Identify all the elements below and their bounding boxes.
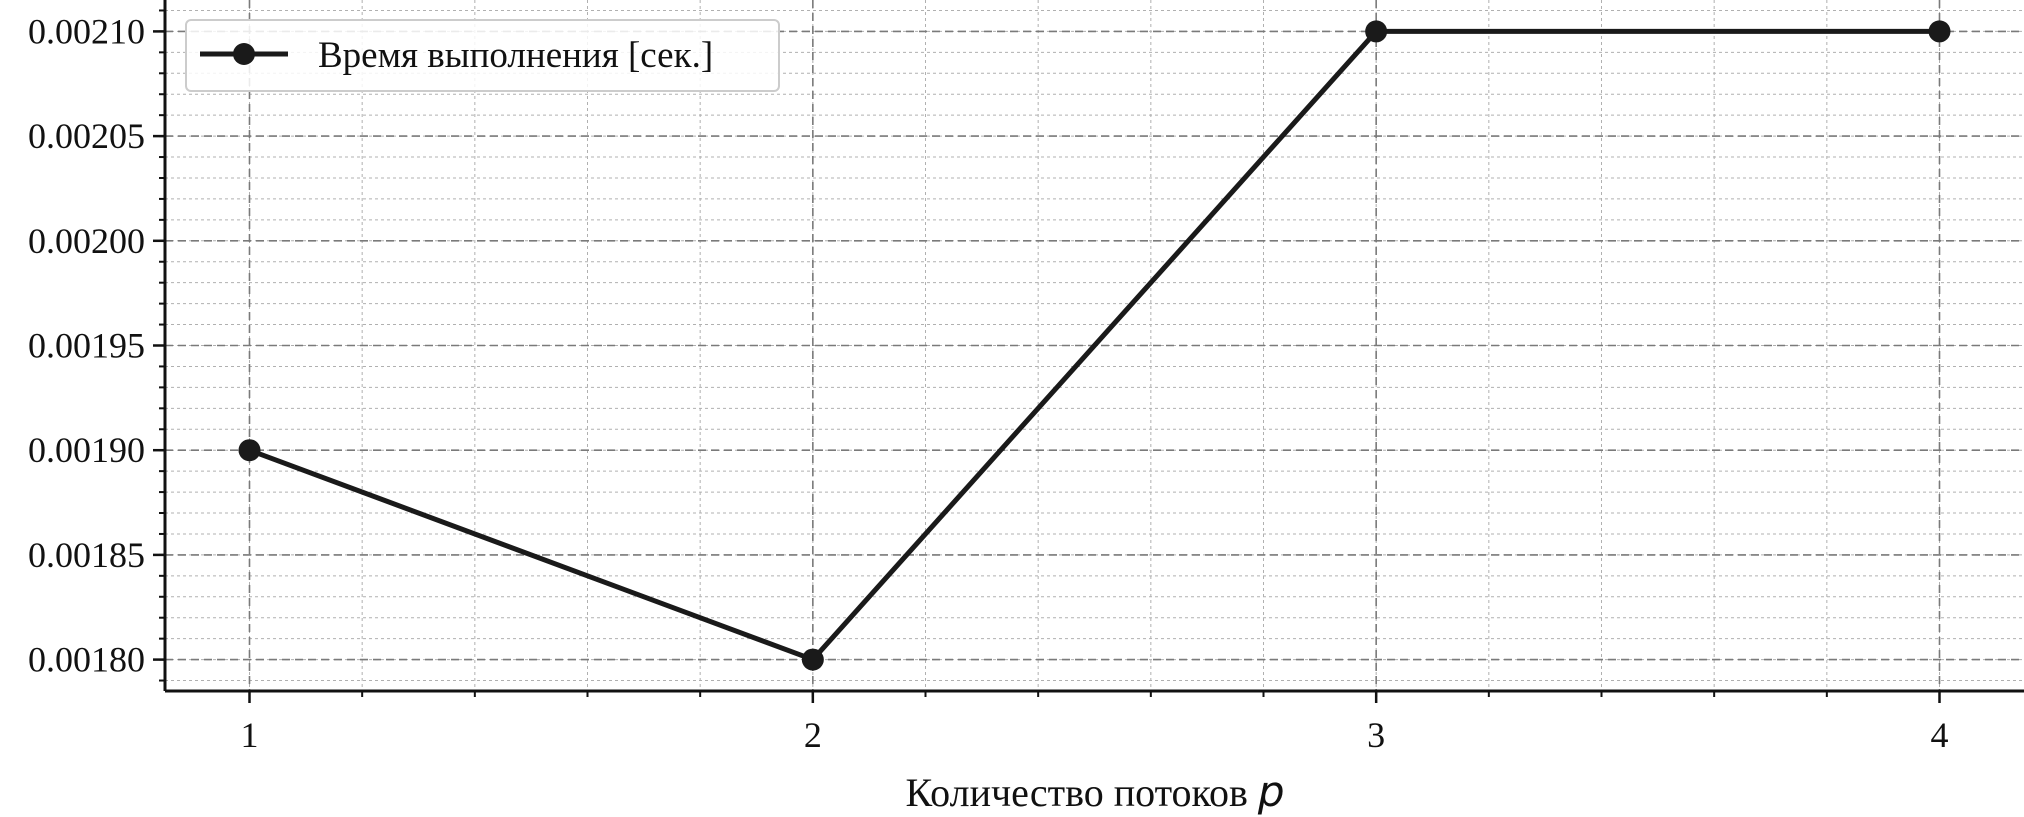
legend: Время выполнения [сек.] bbox=[185, 19, 780, 92]
x-axis-label-var: p bbox=[1257, 767, 1285, 816]
x-axis-label-text: Количество потоков bbox=[905, 770, 1247, 815]
ticks: 0.00180 0.00185 0.00190 0.00195 0.00200 0.002… bbox=[28, 9, 1949, 755]
y-tick-label: 0.00210 bbox=[28, 11, 145, 51]
x-tick-label: 4 bbox=[1931, 715, 1949, 755]
series-layer bbox=[238, 20, 1951, 671]
series-line bbox=[248, 28, 1940, 663]
data-point bbox=[1365, 20, 1388, 43]
data-point bbox=[1928, 20, 1951, 43]
data-point bbox=[801, 648, 824, 671]
major-grid bbox=[165, 0, 2024, 691]
y-tick-label: 0.00205 bbox=[28, 116, 145, 156]
legend-marker bbox=[233, 43, 255, 65]
data-point bbox=[238, 439, 261, 462]
legend-label: Время выполнения [сек.] bbox=[318, 35, 713, 76]
y-tick-label: 0.00190 bbox=[28, 430, 145, 470]
legend-box bbox=[185, 19, 780, 92]
x-tick-label: 3 bbox=[1367, 715, 1385, 755]
x-tick-label: 1 bbox=[241, 715, 259, 755]
x-axis-label: Количество потоков p bbox=[905, 767, 1284, 816]
x-tick-label: 2 bbox=[804, 715, 822, 755]
y-tick-label: 0.00200 bbox=[28, 221, 145, 261]
y-tick-label: 0.00195 bbox=[28, 326, 145, 366]
y-tick-label: 0.00180 bbox=[28, 640, 145, 680]
y-tick-label: 0.00185 bbox=[28, 535, 145, 575]
